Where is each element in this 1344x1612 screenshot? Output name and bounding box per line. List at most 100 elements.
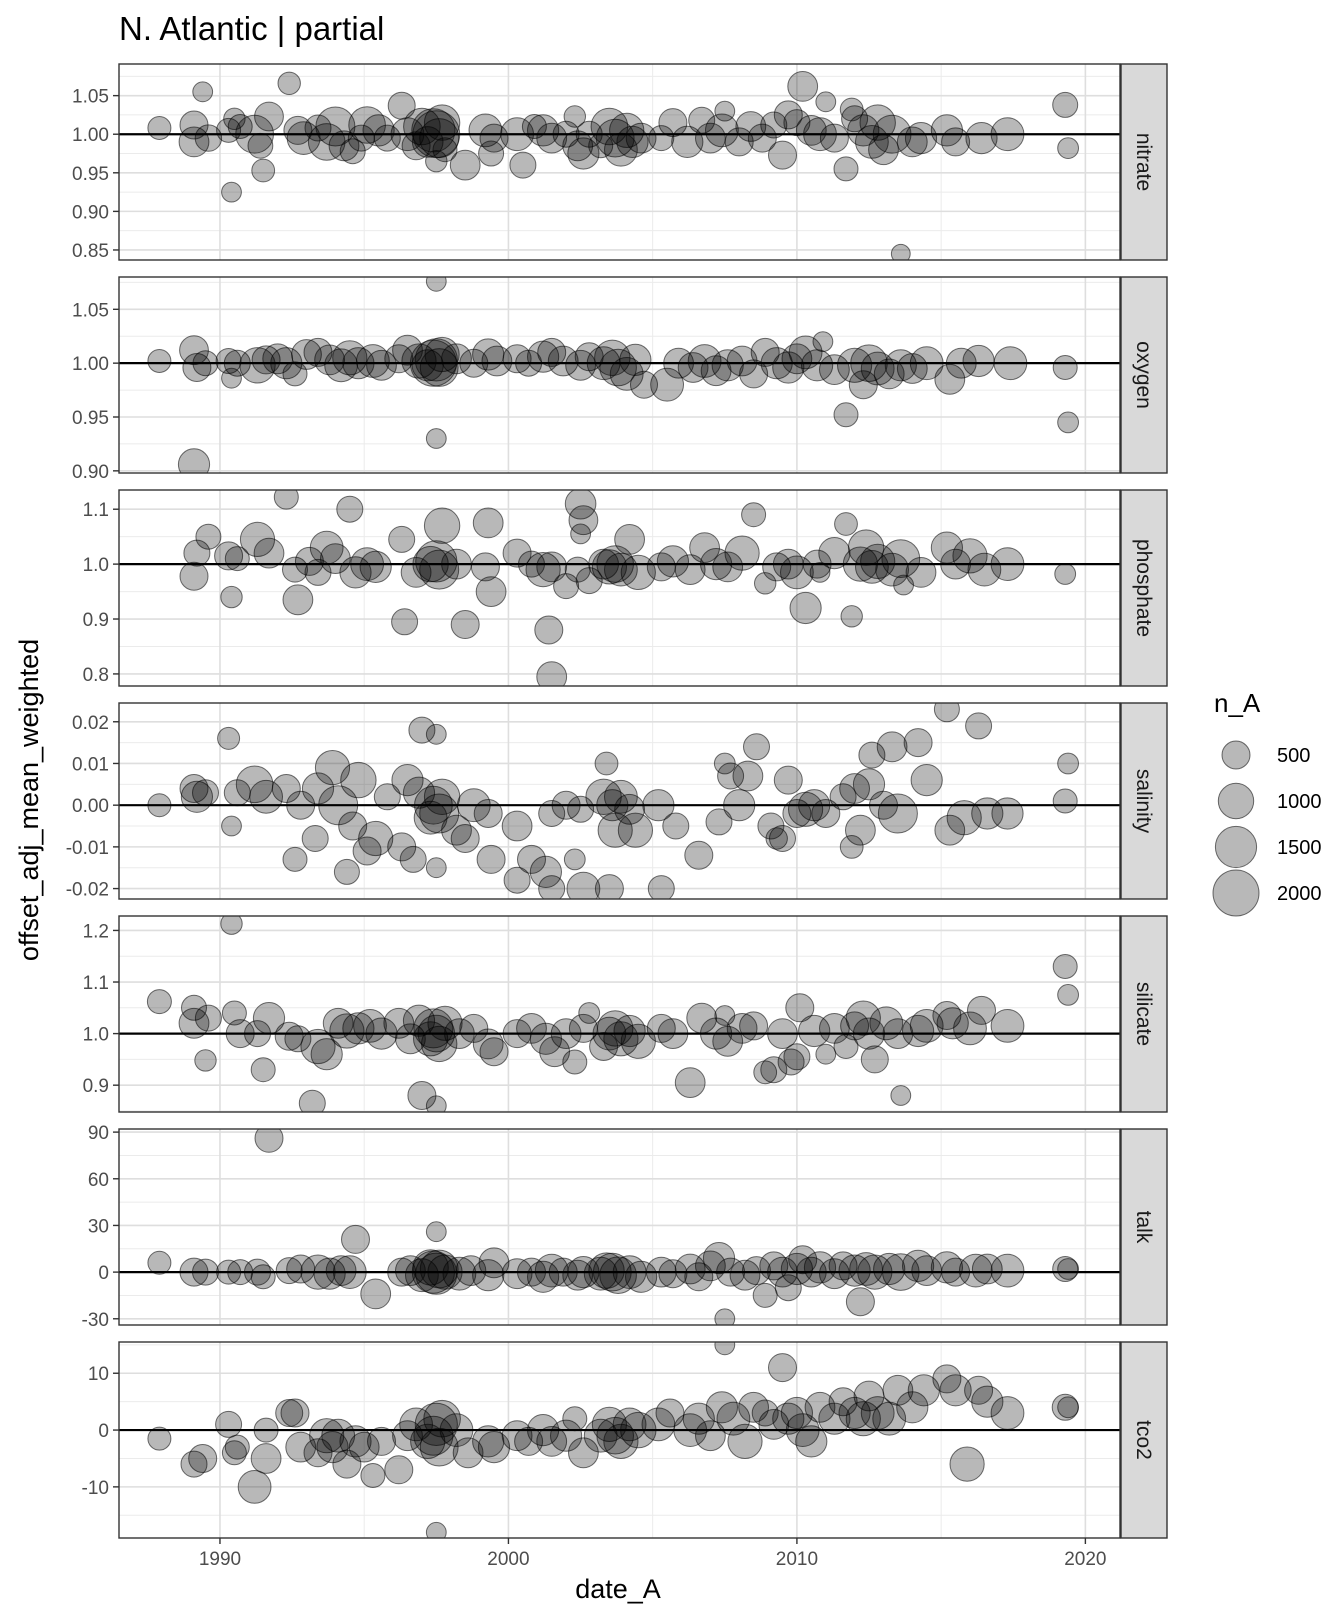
data-point <box>423 104 461 141</box>
data-point <box>452 1437 484 1469</box>
legend-key <box>1213 778 1259 824</box>
data-point <box>762 552 792 582</box>
data-point <box>772 1402 805 1435</box>
data-point <box>360 1278 392 1310</box>
data-point <box>391 764 424 797</box>
y-tick-label: 0 <box>98 1421 109 1442</box>
data-point <box>188 1444 218 1473</box>
data-point <box>425 428 447 449</box>
data-point <box>391 608 419 636</box>
data-point <box>881 539 921 578</box>
data-point <box>291 339 322 370</box>
data-point <box>884 349 917 382</box>
data-point <box>674 1067 706 1098</box>
x-tick-label: 1990 <box>199 1549 241 1570</box>
data-point <box>568 505 599 536</box>
y-tick-label: 0 <box>98 1263 109 1284</box>
y-tick-label: 0.02 <box>72 713 109 734</box>
strip-label: nitrate <box>1132 133 1155 191</box>
data-point <box>614 793 645 825</box>
data-point <box>1052 355 1078 380</box>
data-point <box>599 348 637 387</box>
data-point <box>178 1007 210 1039</box>
data-point <box>501 810 533 842</box>
data-point <box>516 1013 547 1044</box>
data-point <box>192 779 219 807</box>
data-point <box>625 1260 658 1293</box>
data-point <box>705 113 739 148</box>
data-point <box>301 825 329 852</box>
data-point <box>965 122 998 155</box>
legend-symbol <box>1214 825 1258 869</box>
data-point <box>741 502 767 528</box>
x-tick-label: 2010 <box>776 1549 818 1570</box>
data-point <box>1052 91 1079 118</box>
data-point <box>890 243 911 260</box>
data-point <box>904 122 938 155</box>
data-point <box>509 151 537 179</box>
data-point <box>275 1257 303 1285</box>
data-point <box>384 1455 414 1485</box>
legend-label: 500 <box>1277 745 1310 767</box>
strip-label: phosphate <box>1132 539 1155 637</box>
y-tick-label: 1.2 <box>83 921 109 942</box>
data-point <box>408 716 436 744</box>
strip-nitrate <box>1120 63 1168 261</box>
y-tick-label: 30 <box>88 1216 109 1237</box>
data-point <box>517 844 546 874</box>
data-point <box>1052 954 1078 979</box>
data-point <box>990 1396 1025 1430</box>
data-point <box>630 370 658 399</box>
data-point <box>625 122 657 154</box>
data-point <box>223 107 246 131</box>
data-point <box>896 1391 929 1424</box>
points-silicate <box>146 916 1079 1112</box>
data-point <box>702 1242 736 1275</box>
data-point <box>147 116 172 140</box>
data-point <box>538 800 566 827</box>
y-tick-label: 60 <box>88 1170 109 1191</box>
data-point <box>597 1010 634 1047</box>
data-point <box>717 762 745 790</box>
data-point <box>221 367 242 389</box>
data-point <box>566 871 601 899</box>
y-tick-label: -0.01 <box>66 838 109 859</box>
data-point <box>772 351 805 384</box>
data-point <box>441 814 472 846</box>
data-point <box>536 551 568 583</box>
data-point <box>787 71 819 102</box>
legend-label: 1000 <box>1277 791 1322 813</box>
data-point <box>684 1262 714 1292</box>
data-point <box>903 728 933 758</box>
panel-border <box>118 489 1121 687</box>
data-point <box>253 537 285 569</box>
data-point <box>1052 1256 1079 1282</box>
data-point <box>320 543 351 574</box>
data-point <box>340 761 377 799</box>
data-point <box>388 525 416 553</box>
data-point <box>332 340 368 376</box>
data-point <box>339 1425 372 1458</box>
data-point <box>294 546 324 576</box>
panel-oxygen: 0.90 0.95 1.00 1.05 oxygen <box>72 276 1168 483</box>
data-point <box>833 156 859 182</box>
data-point <box>815 1043 837 1065</box>
data-point <box>705 808 733 836</box>
data-point <box>789 591 822 625</box>
data-point <box>562 1406 588 1432</box>
data-point <box>803 1251 837 1284</box>
data-point <box>425 857 447 879</box>
data-point <box>739 1011 769 1041</box>
data-point <box>934 814 966 846</box>
data-point <box>314 344 346 376</box>
data-point <box>227 114 253 139</box>
data-point <box>882 1374 914 1406</box>
data-point <box>298 1089 326 1112</box>
data-point <box>254 1129 284 1153</box>
data-point <box>890 1085 912 1106</box>
data-point <box>714 100 736 122</box>
data-point <box>785 993 815 1023</box>
panel-border <box>118 702 1121 900</box>
data-point <box>425 277 447 292</box>
data-point <box>782 799 812 828</box>
